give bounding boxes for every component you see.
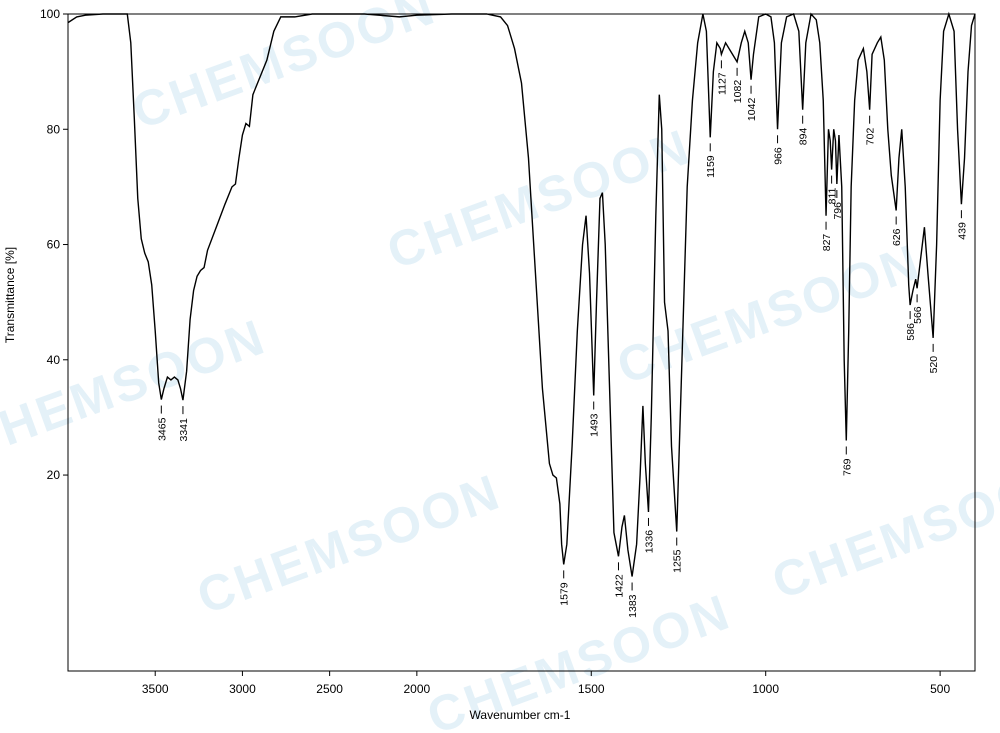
peak-label: 3465 bbox=[156, 417, 168, 441]
watermark: CHEMSOON bbox=[190, 463, 508, 625]
peak-label: 1159 bbox=[705, 155, 717, 178]
peak-label: 439 bbox=[956, 222, 968, 240]
peak-label: 520 bbox=[928, 356, 940, 374]
plot-frame bbox=[67, 13, 976, 672]
peak-label: 1336 bbox=[643, 530, 655, 554]
x-tick-label: 500 bbox=[930, 682, 950, 696]
watermark: CHEMSOON bbox=[380, 118, 698, 280]
x-axis-label: Wavenumber cm-1 bbox=[470, 708, 571, 722]
peak-label: 1127 bbox=[716, 72, 728, 95]
peak-label: 811 bbox=[827, 187, 839, 204]
peak-label: 586 bbox=[905, 323, 917, 341]
x-tick-label: 1500 bbox=[578, 682, 605, 696]
spectrum-line bbox=[67, 11, 976, 577]
peak-label: 966 bbox=[773, 147, 785, 165]
peak-label: 1082 bbox=[732, 80, 744, 104]
y-axis-label: Transmittance [%] bbox=[3, 247, 17, 343]
x-tick-label: 2500 bbox=[316, 682, 343, 696]
x-tick-label: 3000 bbox=[229, 682, 256, 696]
peak-label: 1255 bbox=[672, 549, 684, 573]
watermark: CHEMSOON bbox=[765, 448, 1000, 610]
watermark: CHEMSOON bbox=[420, 583, 738, 733]
peak-label: 769 bbox=[841, 458, 853, 476]
peak-label: 1422 bbox=[613, 574, 625, 598]
x-tick-label: 1000 bbox=[752, 682, 779, 696]
peak-label: 1383 bbox=[627, 594, 639, 618]
peak-label: 566 bbox=[912, 306, 924, 324]
peak-label: 796 bbox=[832, 202, 844, 220]
peak-label: 894 bbox=[798, 128, 810, 146]
y-tick-label: 60 bbox=[47, 238, 61, 252]
watermark: CHEMSOON bbox=[610, 233, 928, 395]
peak-label: 1579 bbox=[559, 582, 571, 606]
peak-label: 702 bbox=[865, 128, 877, 146]
peak-label: 1042 bbox=[746, 98, 758, 122]
peak-label: 827 bbox=[821, 234, 833, 252]
peak-label: 626 bbox=[891, 228, 903, 246]
peak-label: 3341 bbox=[178, 418, 190, 442]
y-tick-label: 80 bbox=[47, 122, 61, 136]
x-tick-label: 2000 bbox=[403, 682, 430, 696]
watermark: CHEMSOON bbox=[125, 0, 443, 140]
x-tick-label: 3500 bbox=[142, 682, 169, 696]
y-tick-label: 100 bbox=[40, 7, 60, 21]
y-tick-label: 40 bbox=[47, 353, 61, 367]
watermark: CHEMSOON bbox=[0, 308, 273, 470]
y-tick-label: 20 bbox=[47, 468, 61, 482]
peak-label: 1493 bbox=[589, 413, 601, 437]
